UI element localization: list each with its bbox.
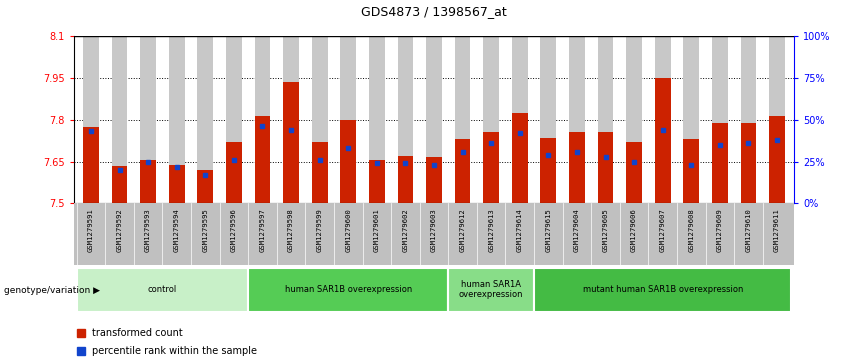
Bar xyxy=(283,82,299,203)
Text: GSM1279602: GSM1279602 xyxy=(403,208,409,252)
Bar xyxy=(598,36,614,203)
Bar xyxy=(683,36,699,203)
Bar xyxy=(283,36,299,203)
Bar xyxy=(626,142,642,203)
Bar xyxy=(683,139,699,203)
Bar xyxy=(598,132,614,203)
Text: GSM1279597: GSM1279597 xyxy=(260,208,266,252)
Bar xyxy=(512,113,528,203)
Bar xyxy=(226,36,242,203)
Text: GSM1279615: GSM1279615 xyxy=(545,208,551,252)
Bar xyxy=(398,36,413,203)
Text: GSM1279598: GSM1279598 xyxy=(288,208,294,252)
Text: GSM1279603: GSM1279603 xyxy=(431,208,437,252)
Text: GSM1279605: GSM1279605 xyxy=(602,208,608,252)
Bar xyxy=(569,132,585,203)
Bar xyxy=(197,36,214,203)
Text: GSM1279600: GSM1279600 xyxy=(345,208,352,252)
Bar xyxy=(654,36,671,203)
Text: GSM1279601: GSM1279601 xyxy=(374,208,380,252)
Bar xyxy=(769,36,785,203)
Text: GSM1279596: GSM1279596 xyxy=(231,208,237,252)
Bar xyxy=(197,170,214,203)
Text: GSM1279608: GSM1279608 xyxy=(688,208,694,252)
Bar xyxy=(112,166,128,203)
Text: genotype/variation ▶: genotype/variation ▶ xyxy=(4,286,101,295)
Bar xyxy=(626,36,642,203)
Bar xyxy=(340,36,356,203)
Text: GSM1279599: GSM1279599 xyxy=(317,208,323,252)
Bar xyxy=(398,156,413,203)
Bar xyxy=(455,36,470,203)
Bar xyxy=(112,36,128,203)
Text: GSM1279606: GSM1279606 xyxy=(631,208,637,252)
Text: GSM1279612: GSM1279612 xyxy=(459,208,465,252)
Text: GSM1279591: GSM1279591 xyxy=(88,208,94,252)
Bar xyxy=(740,123,756,203)
Bar xyxy=(83,127,99,203)
Text: GSM1279604: GSM1279604 xyxy=(574,208,580,252)
Text: GSM1279613: GSM1279613 xyxy=(488,208,494,252)
Text: GSM1279594: GSM1279594 xyxy=(174,208,180,252)
Bar xyxy=(426,36,442,203)
Bar xyxy=(483,132,499,203)
Text: mutant human SAR1B overexpression: mutant human SAR1B overexpression xyxy=(582,285,743,294)
Bar xyxy=(541,138,556,203)
Bar xyxy=(426,157,442,203)
Bar xyxy=(141,160,156,203)
FancyBboxPatch shape xyxy=(534,268,792,311)
Bar xyxy=(369,160,385,203)
Bar xyxy=(740,36,756,203)
Bar xyxy=(541,36,556,203)
Text: GSM1279609: GSM1279609 xyxy=(717,208,723,252)
FancyBboxPatch shape xyxy=(76,268,248,311)
Text: percentile rank within the sample: percentile rank within the sample xyxy=(92,346,257,356)
Text: GSM1279611: GSM1279611 xyxy=(774,208,780,252)
Text: GSM1279610: GSM1279610 xyxy=(746,208,752,252)
Text: GSM1279614: GSM1279614 xyxy=(516,208,523,252)
Text: human SAR1B overexpression: human SAR1B overexpression xyxy=(285,285,411,294)
Text: GSM1279607: GSM1279607 xyxy=(660,208,666,252)
Bar xyxy=(654,78,671,203)
Bar xyxy=(83,36,99,203)
Bar xyxy=(712,36,727,203)
Text: transformed count: transformed count xyxy=(92,328,182,338)
Bar xyxy=(141,36,156,203)
Bar xyxy=(483,36,499,203)
Bar xyxy=(226,142,242,203)
Text: GDS4873 / 1398567_at: GDS4873 / 1398567_at xyxy=(361,5,507,19)
Bar xyxy=(254,36,270,203)
Bar xyxy=(340,120,356,203)
Bar xyxy=(769,115,785,203)
Text: GSM1279593: GSM1279593 xyxy=(145,208,151,252)
Bar xyxy=(569,36,585,203)
Bar xyxy=(512,36,528,203)
Bar xyxy=(369,36,385,203)
Bar xyxy=(169,36,185,203)
Text: GSM1279592: GSM1279592 xyxy=(116,208,122,252)
Bar xyxy=(254,115,270,203)
Bar xyxy=(455,139,470,203)
FancyBboxPatch shape xyxy=(448,268,534,311)
Text: human SAR1A
overexpression: human SAR1A overexpression xyxy=(459,280,523,299)
Text: GSM1279595: GSM1279595 xyxy=(202,208,208,252)
Bar xyxy=(312,36,327,203)
Text: control: control xyxy=(148,285,177,294)
FancyBboxPatch shape xyxy=(248,268,448,311)
Bar xyxy=(712,123,727,203)
Bar xyxy=(169,165,185,203)
Bar xyxy=(312,142,327,203)
